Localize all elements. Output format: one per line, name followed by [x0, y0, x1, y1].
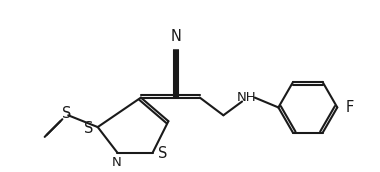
- Text: NH: NH: [237, 91, 257, 104]
- Text: S: S: [62, 106, 71, 121]
- Text: N: N: [111, 156, 121, 169]
- Text: N: N: [171, 29, 182, 44]
- Text: S: S: [84, 121, 93, 136]
- Text: S: S: [158, 146, 167, 161]
- Text: F: F: [345, 100, 353, 115]
